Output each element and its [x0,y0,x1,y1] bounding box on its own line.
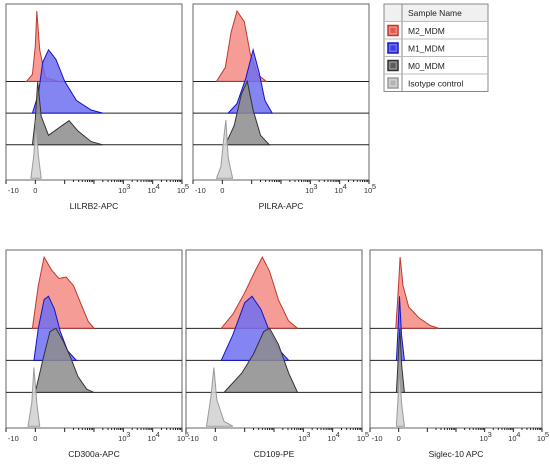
tick-label: 10 [508,434,516,443]
tick-label: 10 [177,434,185,443]
legend-label: M2_MDM [408,26,445,36]
tick-label-exponent: 3 [126,430,130,439]
tick-label: 10 [479,434,487,443]
tick-label: 10 [364,186,372,195]
x-axis-label: LILRB2-APC [70,201,119,211]
legend-swatch-inner [390,80,396,86]
tick-label-exponent: 5 [365,430,369,439]
legend-label: M0_MDM [408,61,445,71]
tick-label-exponent: 3 [126,182,130,191]
x-axis-label: Siglec-10 APC [429,449,484,459]
histogram-m0 [34,327,95,393]
histogram-m2 [395,257,439,329]
histogram-iso [395,367,405,427]
legend-label: Isotype control [408,79,463,89]
histogram-m0 [224,79,271,146]
tick-label: 10 [118,186,126,195]
tick-label-exponent: 4 [516,430,520,439]
tick-label: 0 [220,186,224,195]
tick-label-exponent: 5 [185,182,189,191]
x-axis-label: PILRA-APC [259,201,304,211]
histogram-m1 [31,48,103,114]
histogram-m2 [215,9,268,82]
tick-label: 0 [397,434,401,443]
legend-swatch-inner [390,63,396,68]
histogram-m0 [31,81,103,146]
legend-title: Sample Name [408,8,462,18]
tick-label: 10 [357,434,365,443]
tick-label: -10 [8,434,19,443]
tick-label-exponent: 4 [336,430,340,439]
histogram-iso [205,367,234,427]
histogram-m0 [395,328,405,393]
tick-label: -10 [8,186,19,195]
legend-label: M1_MDM [408,44,445,54]
tick-label-exponent: 5 [185,430,189,439]
tick-label: -10 [195,186,206,195]
tick-label-exponent: 5 [545,430,549,439]
histogram-m1 [227,47,274,114]
tick-label-exponent: 3 [313,182,317,191]
histogram-iso [215,120,234,179]
histogram-iso [30,120,42,179]
tick-label: -10 [188,434,199,443]
tick-label: 10 [147,434,155,443]
panel-frame [5,3,183,181]
tick-label: 0 [213,434,217,443]
x-axis-label: CD300a-APC [68,449,120,459]
histogram-m1 [395,296,405,361]
legend-swatch-inner [390,45,396,51]
tick-label-exponent: 4 [156,430,160,439]
legend: Sample Name M2_MDM M1_MDM M0_MDM Isotype con… [383,3,489,92]
tick-label: -10 [372,434,383,443]
legend-swatch-inner [390,28,396,33]
histogram-m0 [222,327,299,393]
tick-label-exponent: 4 [343,182,347,191]
tick-label: 0 [33,434,37,443]
tick-label: 10 [305,186,313,195]
tick-label: 0 [33,186,37,195]
tick-label: 10 [334,186,342,195]
histogram-m2 [220,256,299,329]
tick-label-exponent: 4 [156,182,160,191]
tick-label: 10 [147,186,155,195]
tick-label: 10 [298,434,306,443]
tick-label-exponent: 3 [488,430,492,439]
panel-frame [192,3,370,181]
tick-label-exponent: 5 [372,182,376,191]
histogram-iso [27,367,41,427]
tick-label: 10 [118,434,126,443]
x-axis-label: CD109-PE [254,449,295,459]
tick-label: 10 [327,434,335,443]
panel-frame [369,249,543,429]
tick-label-exponent: 3 [306,430,310,439]
tick-label: 10 [177,186,185,195]
tick-label: 10 [537,434,545,443]
